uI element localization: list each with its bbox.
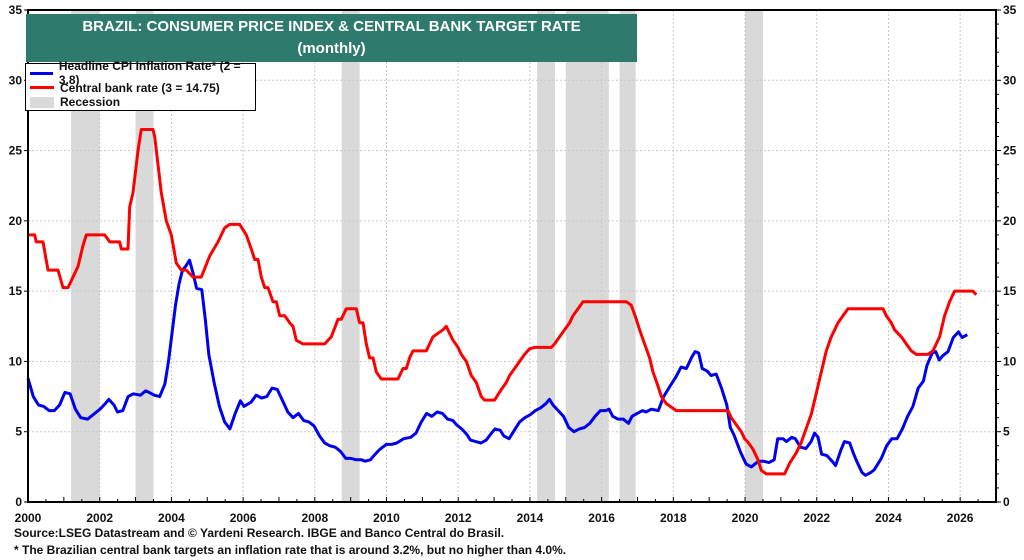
chart-title-box: BRAZIL: CONSUMER PRICE INDEX & CENTRAL B… — [26, 14, 637, 62]
x-tick-label: 2022 — [803, 511, 830, 525]
legend-label-cpi: Headline CPI Inflation Rate* (2 = 3.8) — [58, 59, 241, 88]
y-tick-label-left: 35 — [9, 3, 23, 17]
x-tick-label: 2010 — [373, 511, 400, 525]
x-tick-label: 2018 — [660, 511, 687, 525]
y-tick-label-right: 10 — [1003, 354, 1017, 368]
legend-swatch-recession — [30, 96, 54, 108]
legend-item-recession: Recession — [30, 95, 255, 110]
recession-bands — [71, 10, 763, 502]
y-tick-label-right: 15 — [1003, 284, 1017, 298]
x-tick-label: 2012 — [445, 511, 472, 525]
series-line-cpi — [26, 258, 969, 477]
y-tick-label-left: 30 — [9, 73, 23, 87]
chart-title: BRAZIL: CONSUMER PRICE INDEX & CENTRAL B… — [82, 18, 581, 35]
x-tick-label: 2014 — [517, 511, 544, 525]
y-tick-label-right: 25 — [1003, 144, 1017, 158]
x-tick-label: 2026 — [947, 511, 974, 525]
recession-band — [537, 10, 556, 502]
x-tick-label: 2016 — [588, 511, 615, 525]
chart-subtitle: (monthly) — [297, 40, 366, 57]
legend-label-rate: Central bank rate (3 = 14.75) — [60, 80, 220, 95]
x-tick-label: 2020 — [732, 511, 759, 525]
x-tick-label: 2006 — [230, 511, 257, 525]
y-tick-label-right: 30 — [1003, 73, 1017, 87]
y-tick-label-right: 20 — [1003, 214, 1017, 228]
legend-item-rate: Central bank rate (3 = 14.75) — [30, 81, 255, 96]
legend-label-recession: Recession — [60, 95, 121, 110]
y-tick-label-left: 10 — [9, 354, 23, 368]
recession-band — [565, 10, 609, 502]
legend: Headline CPI Inflation Rate* (2 = 3.8) C… — [25, 59, 256, 111]
legend-swatch-cpi — [30, 71, 53, 75]
x-tick-label: 2004 — [158, 511, 185, 525]
x-tick-label: 2002 — [86, 511, 113, 525]
y-tick-label-left: 5 — [15, 425, 22, 439]
recession-band — [341, 10, 360, 502]
y-tick-label-left: 15 — [9, 284, 23, 298]
y-tick-label-left: 0 — [15, 495, 22, 509]
axes: 2000 2002 2004 2006 2008 2010 2012 2014 2016 2018… — [9, 3, 1017, 525]
x-tick-label: 2024 — [875, 511, 902, 525]
y-tick-label-left: 25 — [9, 144, 23, 158]
recession-band — [745, 10, 763, 502]
y-tick-label-right: 35 — [1003, 3, 1017, 17]
y-tick-label-right: 0 — [1003, 495, 1010, 509]
source-note: Source:LSEG Datastream and © Yardeni Res… — [14, 526, 505, 540]
legend-swatch-rate — [30, 86, 54, 90]
y-tick-label-right: 5 — [1003, 425, 1010, 439]
x-tick-label: 2008 — [301, 511, 328, 525]
series-lines — [26, 128, 978, 477]
legend-item-cpi: Headline CPI Inflation Rate* (2 = 3.8) — [30, 59, 255, 87]
recession-band — [619, 10, 636, 502]
inflation-target-note: * The Brazilian central bank targets an … — [14, 543, 567, 557]
series-line-central-bank-rate — [28, 128, 978, 476]
y-tick-label-left: 20 — [9, 214, 23, 228]
x-tick-label: 2000 — [15, 511, 42, 525]
